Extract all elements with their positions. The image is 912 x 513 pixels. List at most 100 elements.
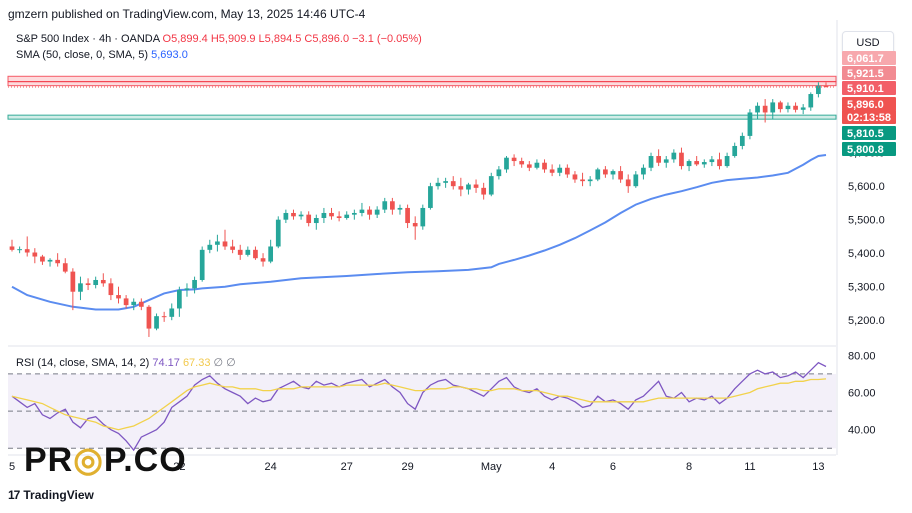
rsi-tick-label: 40.00 bbox=[848, 425, 876, 437]
candle-body bbox=[549, 169, 555, 173]
tradingview-logo[interactable]: 17 TradingView bbox=[8, 488, 94, 502]
candle-body bbox=[154, 316, 159, 329]
sma-value: 5,693.0 bbox=[151, 49, 188, 61]
candle-body bbox=[24, 249, 30, 253]
candle-body bbox=[237, 249, 243, 255]
candle-body bbox=[351, 212, 357, 215]
candle-body bbox=[199, 249, 205, 280]
candle-body bbox=[724, 156, 730, 167]
price-tag-label: 5,810.5 bbox=[847, 128, 884, 140]
rsi-value: 74.17 bbox=[152, 357, 180, 369]
price-tick-label: 5,500.0 bbox=[848, 215, 885, 227]
candle-body bbox=[275, 219, 281, 247]
candle-body bbox=[161, 316, 167, 318]
candle-body bbox=[146, 306, 152, 329]
candle-body bbox=[694, 161, 700, 165]
tradingview-brand: TradingView bbox=[23, 488, 94, 502]
price-tick-label: 5,200.0 bbox=[848, 315, 885, 327]
x-tick-label: 11 bbox=[744, 461, 755, 473]
candle-body bbox=[123, 298, 129, 306]
candle-body bbox=[580, 179, 585, 182]
candle-body bbox=[648, 156, 654, 168]
candle-body bbox=[625, 179, 631, 187]
candle-body bbox=[374, 209, 380, 215]
candle-body bbox=[564, 167, 570, 175]
candle-body bbox=[32, 252, 38, 257]
rsi-extra: ∅ ∅ bbox=[213, 357, 236, 369]
candle-body bbox=[222, 241, 228, 247]
candle-body bbox=[481, 187, 487, 195]
candle-body bbox=[405, 207, 410, 224]
candle-body bbox=[428, 186, 433, 208]
price-tag-label: 02:13:58 bbox=[847, 112, 891, 124]
candle-body bbox=[359, 209, 365, 213]
candle-body bbox=[800, 107, 806, 110]
candle-body bbox=[138, 301, 144, 307]
candle-body bbox=[245, 249, 251, 255]
rsi-tick-label: 80.00 bbox=[848, 350, 876, 362]
candle-body bbox=[47, 259, 53, 262]
price-tag-bg bbox=[842, 66, 896, 80]
candle-body bbox=[207, 244, 213, 250]
candle-body bbox=[390, 201, 395, 210]
candle-body bbox=[511, 157, 517, 162]
sma-label[interactable]: SMA (50, close, 0, SMA, 5) bbox=[16, 49, 149, 61]
candle-body bbox=[770, 102, 776, 113]
tradingview-mark-icon: 17 bbox=[8, 488, 20, 502]
price-tag-label: 5,800.8 bbox=[847, 144, 884, 156]
price-tag-bg bbox=[842, 142, 896, 156]
candle-body bbox=[260, 258, 266, 262]
watermark-part2: P.CO bbox=[103, 441, 187, 479]
candle-body bbox=[504, 157, 509, 170]
candle-body bbox=[230, 246, 235, 250]
rsi-tick-label: 60.00 bbox=[848, 387, 876, 399]
candle-body bbox=[732, 145, 738, 157]
x-tick-label: 29 bbox=[401, 461, 413, 473]
candle-body bbox=[78, 283, 83, 292]
price-tag-bg bbox=[842, 97, 896, 111]
candle-body bbox=[671, 152, 677, 160]
x-tick-label: 4 bbox=[549, 461, 555, 473]
candle-body bbox=[656, 156, 661, 163]
rsi-legend: RSI (14, close, SMA, 14, 2) 74.17 67.33 … bbox=[16, 356, 236, 369]
candle-body bbox=[306, 214, 312, 224]
candle-body bbox=[496, 169, 502, 177]
candle-body bbox=[382, 201, 388, 210]
rsi-sma-value: 67.33 bbox=[182, 357, 211, 369]
candle-body bbox=[177, 290, 182, 309]
candle-body bbox=[131, 301, 137, 306]
candle-body bbox=[686, 161, 692, 167]
price-tag-label: 5,921.5 bbox=[847, 68, 884, 80]
symbol-label[interactable]: S&P 500 Index · 4h · OANDA bbox=[16, 33, 160, 45]
price-tag-bg bbox=[842, 110, 896, 124]
candle-body bbox=[70, 271, 76, 292]
candle-body bbox=[397, 207, 403, 210]
candle-body bbox=[679, 152, 684, 167]
zone-resistance-upper bbox=[7, 75, 837, 83]
price-tag-bg bbox=[842, 126, 896, 140]
x-tick-label: 5 bbox=[9, 461, 15, 473]
candle-body bbox=[169, 308, 175, 317]
candle-body bbox=[17, 249, 22, 251]
candle-body bbox=[268, 246, 274, 262]
candle-body bbox=[633, 174, 639, 187]
price-tag-label: 5,896.0 bbox=[847, 99, 884, 111]
candle-body bbox=[785, 105, 791, 110]
candle-body bbox=[717, 159, 722, 167]
x-tick-label: May bbox=[481, 461, 502, 473]
candle-body bbox=[62, 263, 68, 272]
candle-body bbox=[93, 279, 99, 286]
rsi-label[interactable]: RSI (14, close, SMA, 14, 2) bbox=[16, 357, 150, 369]
candle-body bbox=[526, 164, 532, 168]
x-tick-label: 27 bbox=[341, 461, 353, 473]
x-tick-label: 8 bbox=[686, 461, 692, 473]
candle-body bbox=[755, 105, 760, 113]
candle-body bbox=[283, 212, 289, 220]
candle-body bbox=[557, 167, 563, 173]
price-tag-label: 6,061.7 bbox=[847, 53, 884, 65]
candle-body bbox=[108, 283, 114, 296]
watermark-logo: PR◎P.CO bbox=[24, 440, 187, 480]
candle-body bbox=[412, 223, 418, 227]
candle-body bbox=[291, 212, 296, 217]
